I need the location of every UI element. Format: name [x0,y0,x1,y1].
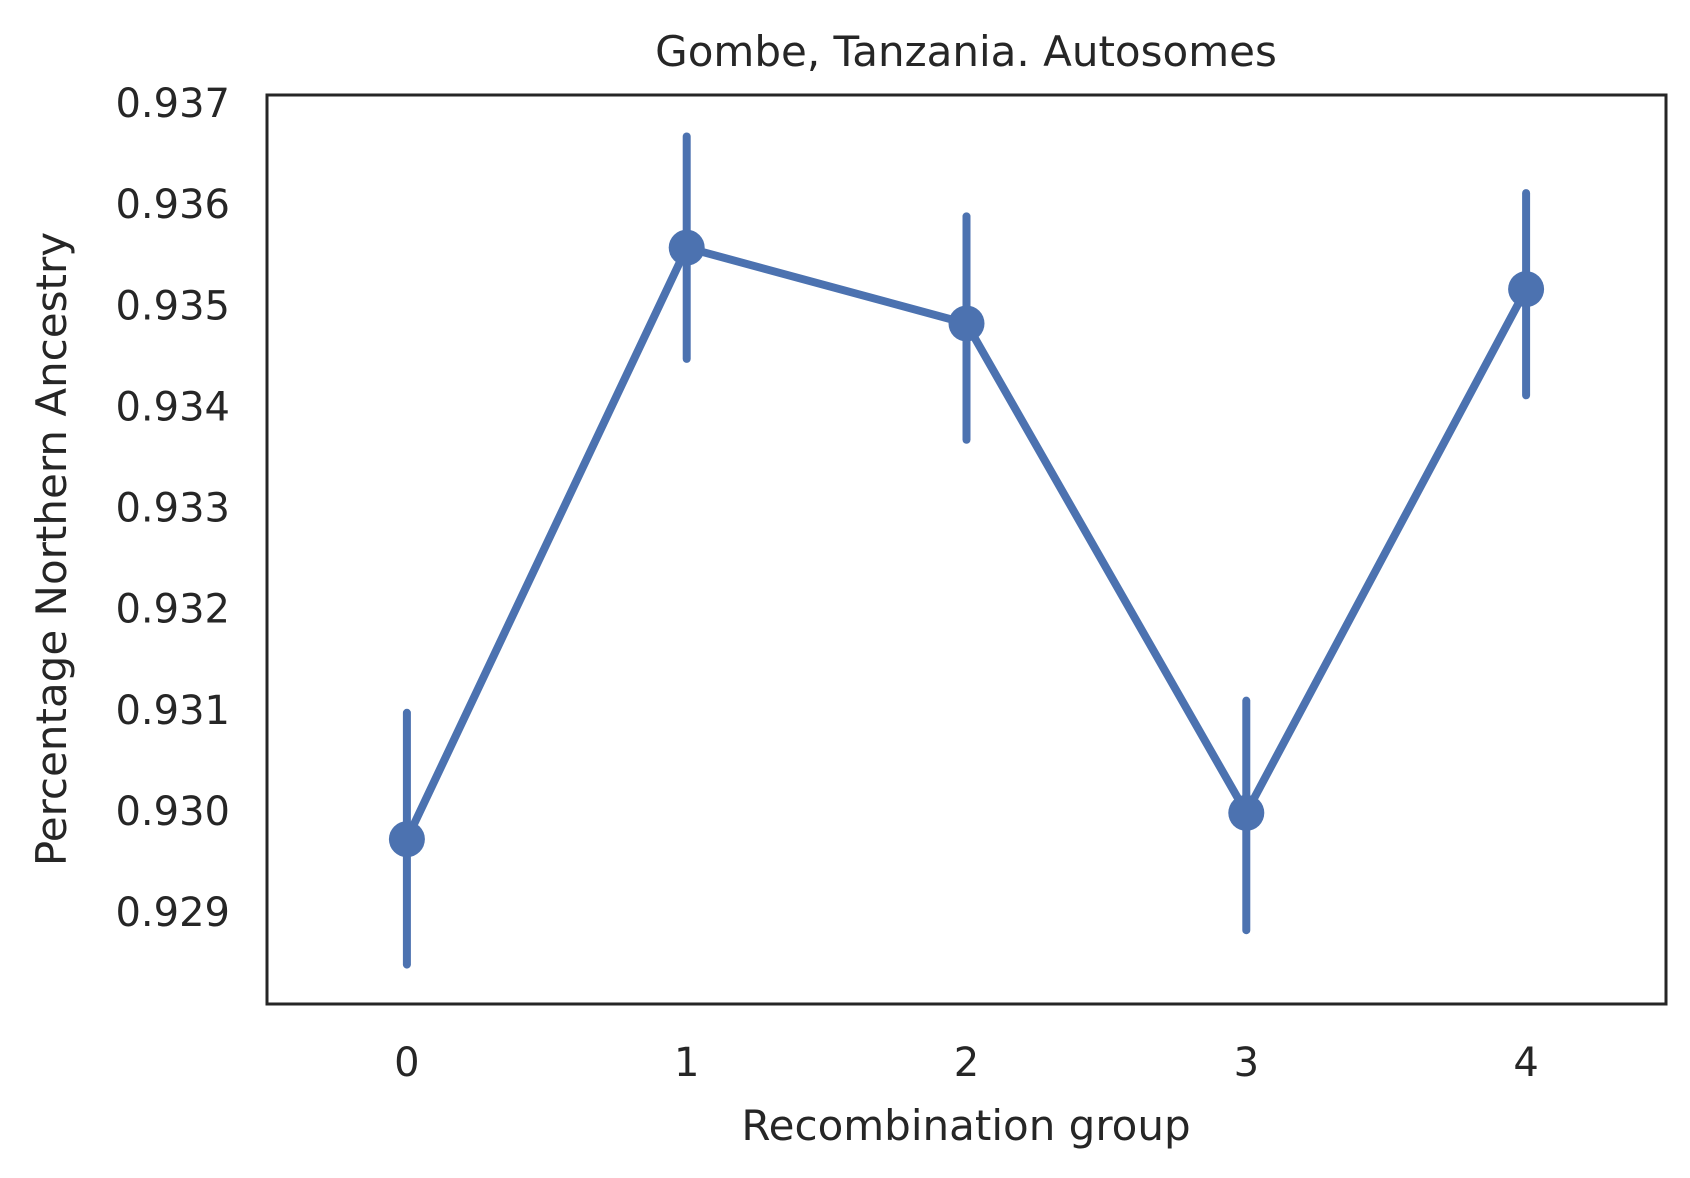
y-tick-label: 0.929 [115,890,230,936]
y-tick-label: 0.935 [115,283,230,329]
y-axis-ticks: 0.929 0.930 0.931 0.932 0.933 0.934 0.935 0.936… [115,81,230,936]
x-axis-label: Recombination group [741,1101,1190,1150]
x-tick-label: 1 [674,1040,699,1086]
y-tick-label: 0.930 [115,789,230,835]
data-point [668,229,705,266]
x-axis-ticks: 0 1 2 3 4 [394,1040,1539,1086]
data-point [1508,271,1545,308]
x-tick-label: 0 [394,1040,419,1086]
y-tick-label: 0.937 [115,81,230,127]
y-tick-label: 0.931 [115,688,230,734]
series-layer [388,132,1545,969]
y-axis-label: Percentage Northern Ancestry [27,232,76,866]
plot-frame [265,93,1668,1006]
data-point [1228,794,1265,831]
chart-title: Gombe, Tanzania. Autosomes [655,27,1277,76]
y-tick-label: 0.936 [115,182,230,228]
data-point [948,305,985,342]
x-tick-label: 3 [1234,1040,1259,1086]
y-tick-label: 0.932 [115,587,230,633]
y-tick-label: 0.933 [115,486,230,532]
x-tick-label: 4 [1513,1040,1538,1086]
y-tick-label: 0.934 [115,384,230,430]
x-tick-label: 2 [954,1040,979,1086]
data-point [388,821,425,858]
